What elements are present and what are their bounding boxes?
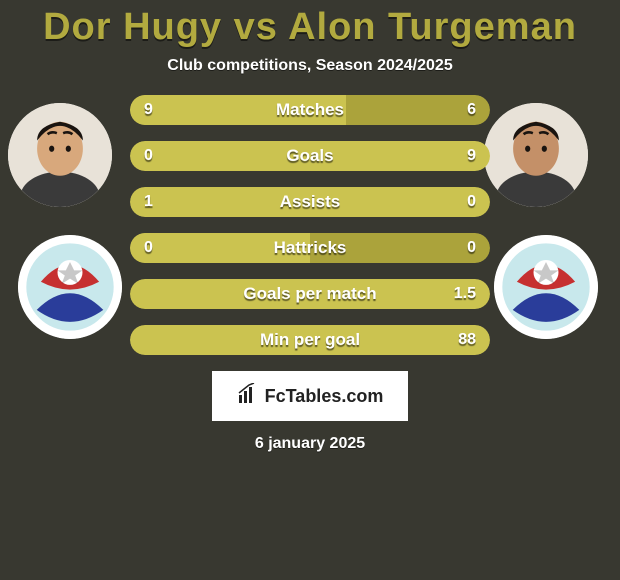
stat-value-right: 6: [467, 95, 476, 125]
player1-avatar: [8, 103, 112, 207]
title-vs: vs: [234, 6, 278, 48]
club1-logo: [18, 235, 122, 339]
title-player2: Alon Turgeman: [288, 6, 577, 48]
comparison-stage: Matches96Goals09Assists10Hattricks00Goal…: [0, 95, 620, 453]
stat-label: Goals: [130, 141, 490, 171]
stat-value-right: 0: [467, 187, 476, 217]
brand-text: FcTables.com: [265, 386, 384, 407]
stat-label: Goals per match: [130, 279, 490, 309]
club2-logo: [494, 235, 598, 339]
stat-value-right: 0: [467, 233, 476, 263]
stat-value-left: 0: [144, 233, 153, 263]
title-player1: Dor Hugy: [43, 6, 222, 48]
stat-value-right: 1.5: [454, 279, 476, 309]
stat-row: Goals per match1.5: [130, 279, 490, 309]
stat-value-right: 9: [467, 141, 476, 171]
brand-footer: FcTables.com: [212, 371, 408, 421]
stat-value-left: 9: [144, 95, 153, 125]
stat-value-left: 0: [144, 141, 153, 171]
stat-value-right: 88: [458, 325, 476, 355]
stat-label: Hattricks: [130, 233, 490, 263]
stat-label: Matches: [130, 95, 490, 125]
stat-row: Min per goal88: [130, 325, 490, 355]
chart-icon: [237, 383, 259, 410]
stat-row: Goals0 9: [130, 141, 490, 171]
stat-label: Assists: [130, 187, 490, 217]
page-title: Dor Hugy vs Alon Turgeman: [0, 0, 620, 49]
stat-label: Min per goal: [130, 325, 490, 355]
stat-bars: Matches96Goals09Assists10Hattricks00Goal…: [130, 95, 490, 355]
stat-row: Hattricks0 0: [130, 233, 490, 263]
subtitle: Club competitions, Season 2024/2025: [0, 57, 620, 75]
footer-date: 6 january 2025: [0, 435, 620, 453]
stat-row: Assists1 0: [130, 187, 490, 217]
stat-value-left: 1: [144, 187, 153, 217]
player2-avatar: [484, 103, 588, 207]
stat-row: Matches9 6: [130, 95, 490, 125]
